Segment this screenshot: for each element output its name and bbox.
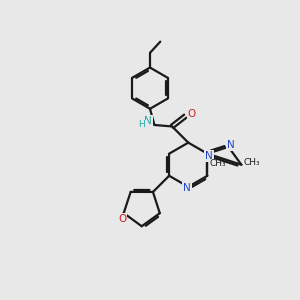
- Text: CH₃: CH₃: [209, 160, 226, 169]
- Text: N: N: [227, 140, 235, 150]
- Text: N: N: [144, 116, 152, 126]
- Text: H: H: [138, 121, 145, 130]
- Text: CH₃: CH₃: [243, 158, 260, 167]
- Text: O: O: [118, 214, 126, 224]
- Text: O: O: [188, 109, 196, 119]
- Text: N: N: [205, 151, 213, 161]
- Text: N: N: [183, 183, 191, 193]
